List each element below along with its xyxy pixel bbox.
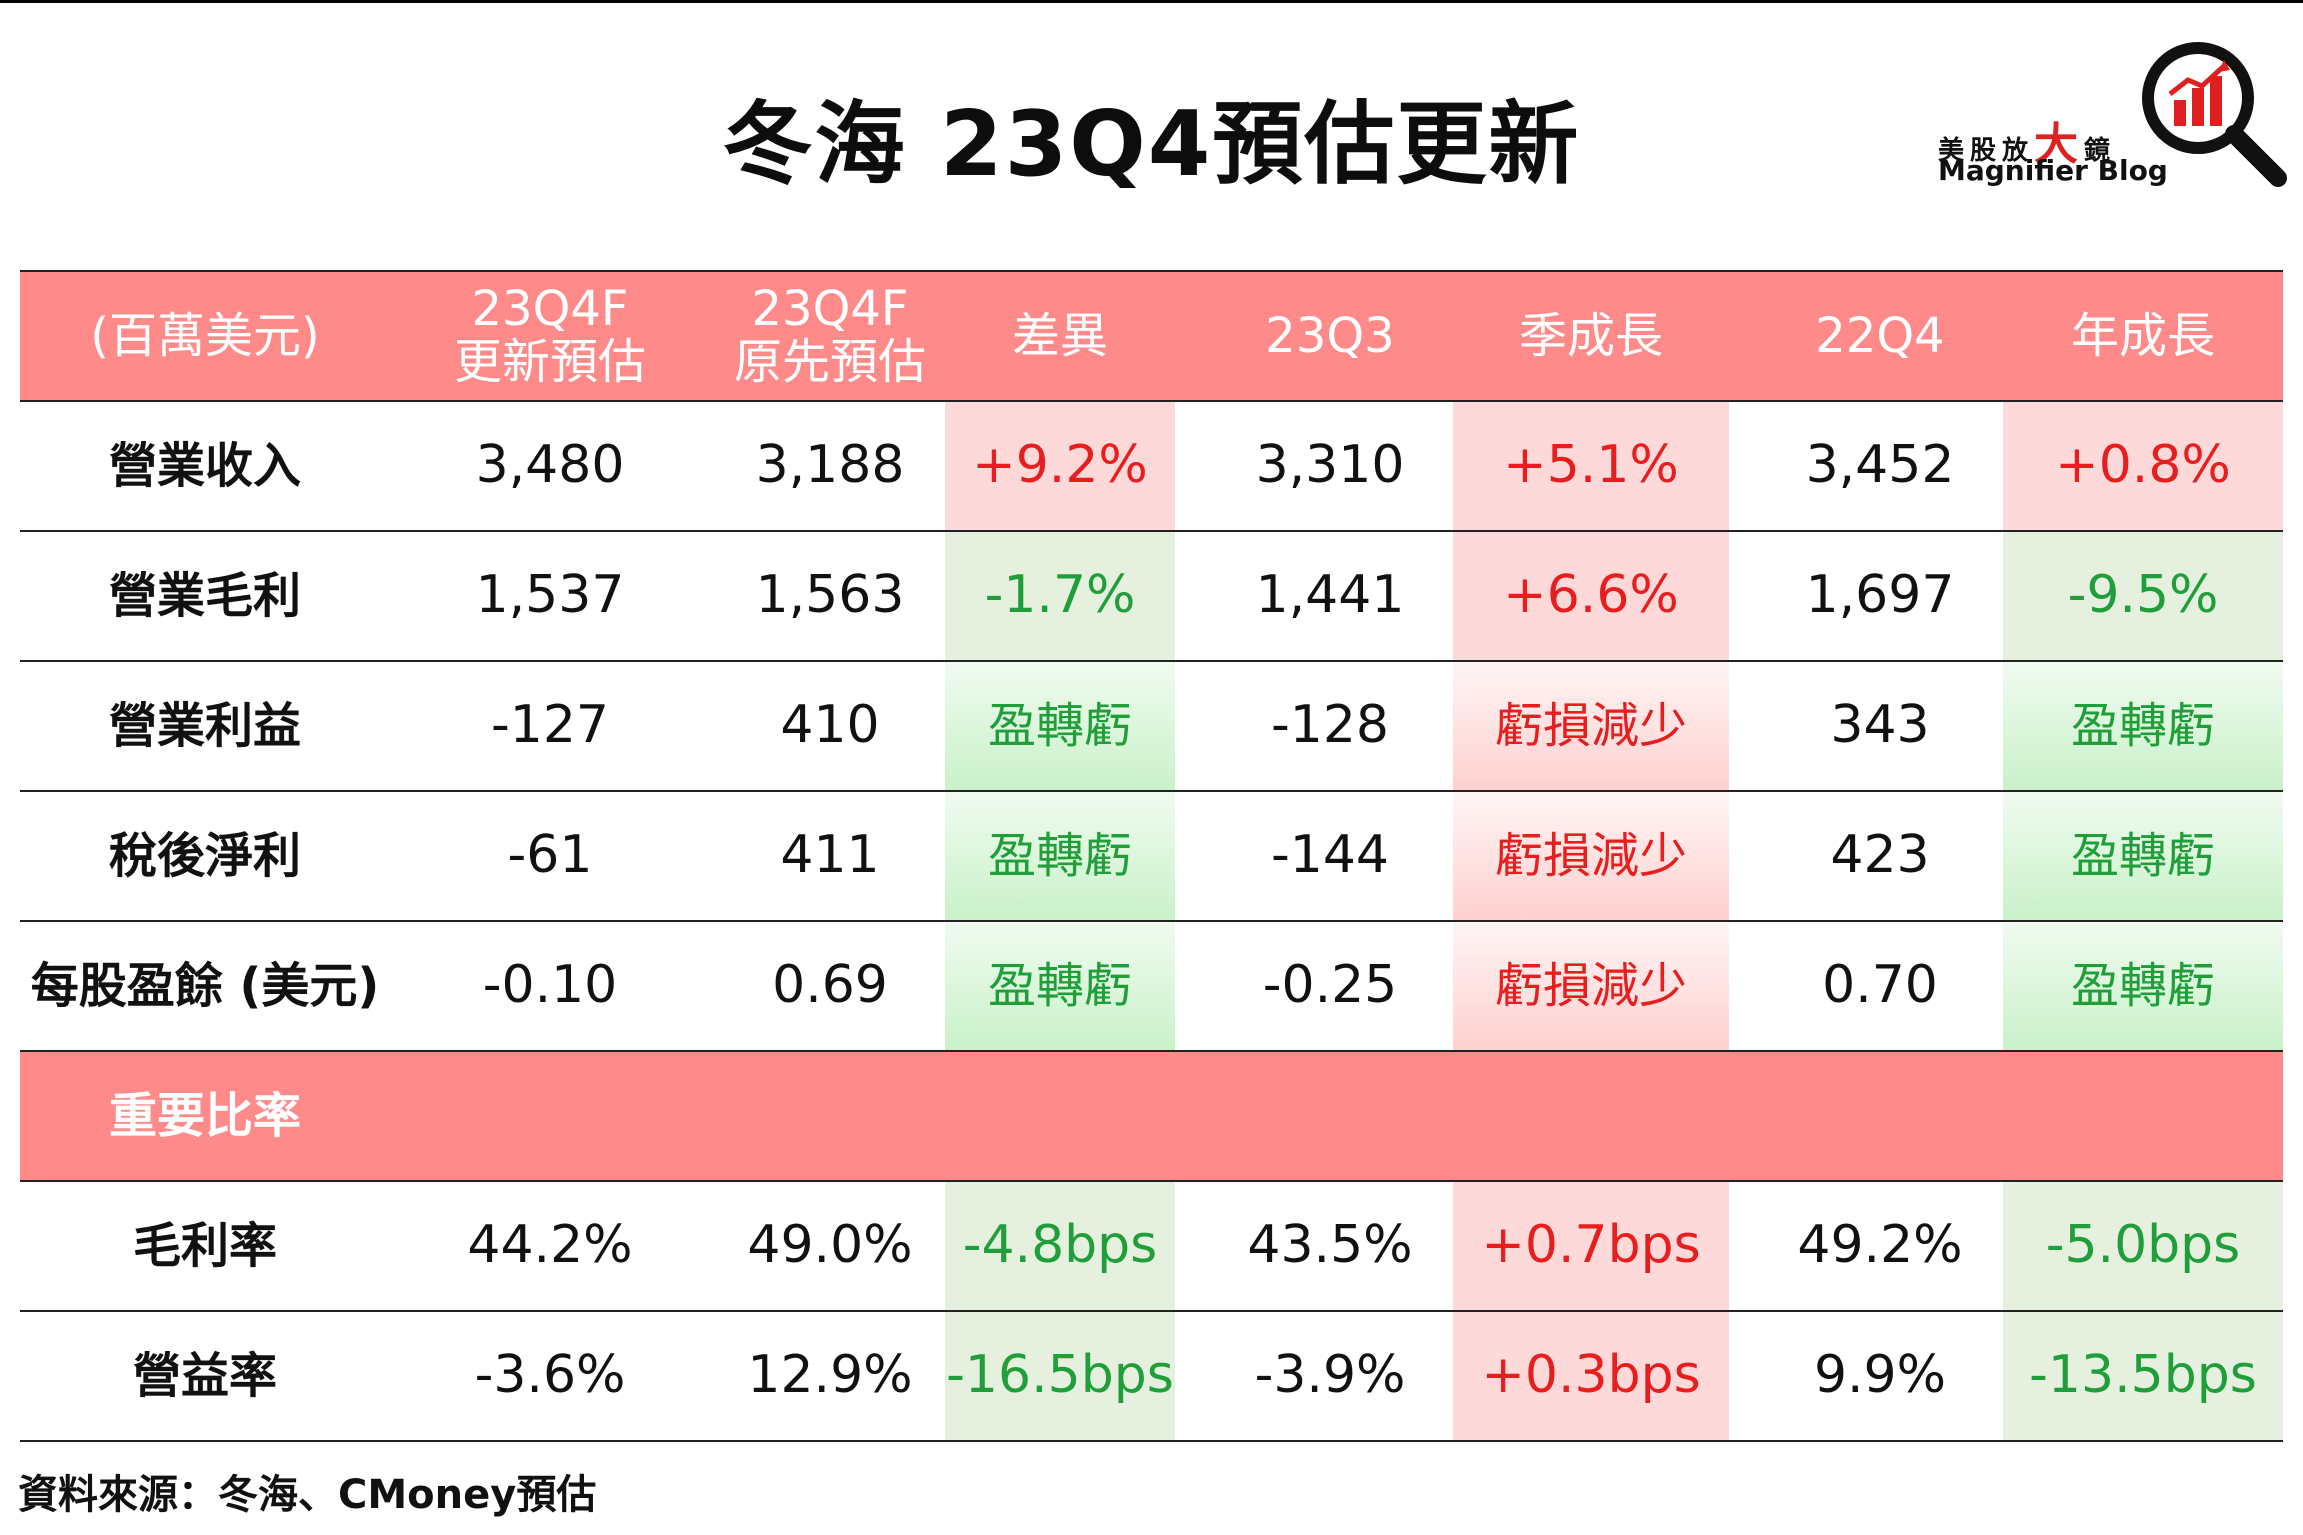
column-header-4: 23Q3 [1265, 307, 1395, 364]
data-row-4: 每股盈餘 (美元) -0.10 0.69 盈轉虧 -0.25 虧損減少 0.70 盈轉虧 [20, 922, 2283, 1052]
table-cell: 盈轉虧 [945, 792, 1175, 920]
table-cell: 盈轉虧 [945, 662, 1175, 790]
table-cell: +0.8% [2003, 402, 2283, 530]
data-row-0: 營業收入 3,480 3,188 +9.2% 3,310 +5.1% 3,452 +0.8% [20, 402, 2283, 532]
table-cell: -3.6% [474, 1345, 626, 1406]
table-cell: 49.0% [747, 1215, 913, 1276]
table-cell: -1.7% [945, 532, 1175, 660]
table-cell: 虧損減少 [1453, 662, 1729, 790]
table-cell: 44.2% [467, 1215, 633, 1276]
table-cell: +0.3bps [1453, 1312, 1729, 1440]
logo-cn-text: 美股放大鏡 [1938, 108, 2116, 172]
magnifier-icon [2142, 42, 2287, 187]
table-cell: -9.5% [2003, 532, 2283, 660]
table-cell: -61 [507, 825, 593, 886]
section-label: 重要比率 [108, 1087, 301, 1144]
table-cell: 3,310 [1255, 435, 1405, 496]
table-cell: 423 [1830, 825, 1930, 886]
logo-cn-suffix: 鏡 [2084, 136, 2117, 166]
estimate-table: (百萬美元) 23Q4F 更新預估 23Q4F 原先預估 差異 23Q3 季成長 22Q4 年… [20, 270, 2283, 1442]
table-cell: 1,563 [755, 565, 905, 626]
data-row-1: 營業毛利 1,537 1,563 -1.7% 1,441 +6.6% 1,697 -9.5% [20, 532, 2283, 662]
table-cell: 49.2% [1797, 1215, 1963, 1276]
column-header-7: 年成長 [2070, 307, 2215, 364]
table-cell: -13.5bps [2003, 1312, 2283, 1440]
table-cell: 虧損減少 [1453, 792, 1729, 920]
ratio-row-0: 毛利率 44.2% 49.0% -4.8bps 43.5% +0.7bps 49.2% -5.… [20, 1182, 2283, 1312]
table-cell: -0.10 [482, 955, 618, 1016]
row-label: 毛利率 [132, 1217, 277, 1274]
column-header-0: (百萬美元) [90, 307, 320, 364]
table-cell: 43.5% [1247, 1215, 1413, 1276]
section-row-key-ratios: 重要比率 [20, 1052, 2283, 1182]
table-cell: 3,480 [475, 435, 625, 496]
page-title: 冬海 23Q4預估更新 [722, 92, 1581, 197]
column-header-1: 23Q4F 更新預估 [453, 281, 646, 390]
table-cell: 虧損減少 [1453, 922, 1729, 1050]
table-cell: -16.5bps [945, 1312, 1175, 1440]
table-header-row: (百萬美元) 23Q4F 更新預估 23Q4F 原先預估 差異 23Q3 季成長 22Q4 年… [20, 270, 2283, 402]
table-cell: -0.25 [1262, 955, 1398, 1016]
logo-cn-big: 大 [2034, 119, 2085, 170]
table-cell: 1,441 [1255, 565, 1405, 626]
table-cell: -4.8bps [945, 1182, 1175, 1310]
table-cell: 盈轉虧 [2003, 922, 2283, 1050]
table-cell: -127 [490, 695, 609, 756]
row-label: 營業毛利 [108, 567, 301, 624]
column-header-3: 差異 [1011, 307, 1108, 364]
table-cell: -144 [1270, 825, 1389, 886]
logo-en-text: Magnifier Blog [1938, 154, 2168, 187]
column-header-5: 季成長 [1518, 307, 1663, 364]
row-label: 營業收入 [108, 437, 301, 494]
table-cell: -3.9% [1254, 1345, 1406, 1406]
table-cell: +6.6% [1453, 532, 1729, 660]
table-cell: -128 [1270, 695, 1389, 756]
data-row-3: 稅後淨利 -61 411 盈轉虧 -144 虧損減少 423 盈轉虧 [20, 792, 2283, 922]
source-note: 資料來源：冬海、CMoney預估 [18, 1472, 597, 1518]
table-cell: 盈轉虧 [945, 922, 1175, 1050]
table-cell: 12.9% [747, 1345, 913, 1406]
column-header-6: 22Q4 [1815, 307, 1945, 364]
magnifier-blog-logo: 美股放大鏡 Magnifier Blog [1930, 30, 2290, 200]
table-cell: +5.1% [1453, 402, 1729, 530]
table-cell: 盈轉虧 [2003, 792, 2283, 920]
row-label: 稅後淨利 [108, 827, 301, 884]
table-cell: 盈轉虧 [2003, 662, 2283, 790]
table-cell: 3,452 [1805, 435, 1955, 496]
logo-cn-prefix: 美股放 [1938, 136, 2035, 166]
top-border [0, 0, 2303, 3]
row-label: 營益率 [132, 1347, 277, 1404]
column-header-2: 23Q4F 原先預估 [733, 281, 926, 390]
row-label: 營業利益 [108, 697, 301, 754]
row-label: 每股盈餘 (美元) [30, 957, 380, 1014]
table-cell: 1,697 [1805, 565, 1955, 626]
table-cell: 343 [1830, 695, 1930, 756]
ratio-row-1: 營益率 -3.6% 12.9% -16.5bps -3.9% +0.3bps 9.9% -13… [20, 1312, 2283, 1442]
table-cell: 3,188 [755, 435, 905, 496]
table-cell: +9.2% [945, 402, 1175, 530]
table-cell: 9.9% [1813, 1345, 1947, 1406]
table-cell: +0.7bps [1453, 1182, 1729, 1310]
table-cell: -5.0bps [2003, 1182, 2283, 1310]
table-cell: 0.69 [772, 955, 888, 1016]
table-cell: 411 [780, 825, 880, 886]
table-cell: 0.70 [1822, 955, 1938, 1016]
table-cell: 1,537 [475, 565, 625, 626]
table-cell: 410 [780, 695, 880, 756]
data-row-2: 營業利益 -127 410 盈轉虧 -128 虧損減少 343 盈轉虧 [20, 662, 2283, 792]
